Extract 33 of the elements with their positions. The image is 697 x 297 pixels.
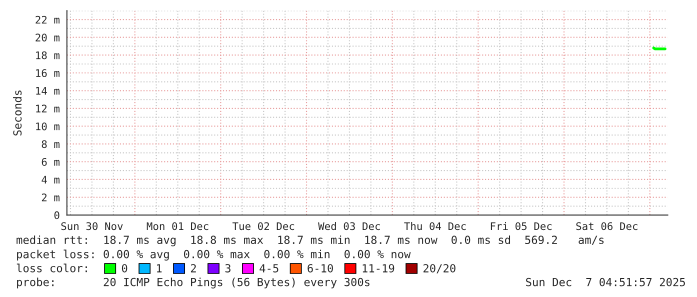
legend-title: loss color: bbox=[16, 264, 87, 272]
y-tick-label: 20 m bbox=[36, 34, 60, 42]
y-tick-label: 22 m bbox=[36, 16, 60, 24]
y-tick-label: 12 m bbox=[36, 104, 60, 112]
x-tick-label: Fri 05 Dec bbox=[490, 222, 552, 230]
x-tick-label: Mon 01 Dec bbox=[146, 222, 208, 230]
x-tick-label: Sun 30 Nov bbox=[61, 222, 123, 230]
x-tick-label: Thu 04 Dec bbox=[404, 222, 466, 230]
text: packet loss: 0.00 % avg 0.00 % max 0.00 % min 0.00 % now bbox=[17, 250, 411, 261]
legend-label: 20/20 bbox=[424, 264, 456, 274]
y-tick-label: 0 bbox=[54, 211, 60, 220]
x-tick-label: Sat 06 Dec bbox=[576, 222, 638, 230]
y-tick-label: 2 m bbox=[42, 194, 60, 202]
legend-label: 1 bbox=[157, 264, 162, 272]
legend-label: 6-10 bbox=[308, 264, 333, 272]
legend-label: 11-19 bbox=[362, 264, 394, 272]
y-tick-label: 16 m bbox=[36, 69, 60, 78]
text: median rtt: 18.7 ms avg 18.8 ms max 18.7 ms min 18.7 ms now 0.0 ms sd 569.2 am/s bbox=[16, 235, 604, 246]
text: Sun Dec 7 04:51:57 2025 bbox=[526, 278, 685, 286]
y-tick-label: 14 m bbox=[36, 87, 60, 95]
legend-label: 2 bbox=[190, 264, 196, 272]
legend-label: 4-5 bbox=[260, 264, 278, 272]
legend-label: 3 bbox=[225, 264, 230, 272]
y-tick-label: 4 m bbox=[42, 176, 60, 184]
y-tick-label: 18 m bbox=[36, 51, 60, 60]
y-tick-label: 8 m bbox=[42, 140, 60, 148]
y-tick-label: 10 m bbox=[36, 122, 60, 130]
y-axis-title: Seconds bbox=[13, 90, 22, 136]
x-tick-label: Wed 03 Dec bbox=[318, 222, 380, 230]
y-tick-label: 6 m bbox=[42, 158, 60, 166]
x-tick-label: Tue 02 Dec bbox=[232, 222, 294, 230]
legend-label: 0 bbox=[122, 264, 128, 272]
text: probe: 20 ICMP Echo Pings (56 Bytes) every 300s bbox=[17, 278, 370, 288]
